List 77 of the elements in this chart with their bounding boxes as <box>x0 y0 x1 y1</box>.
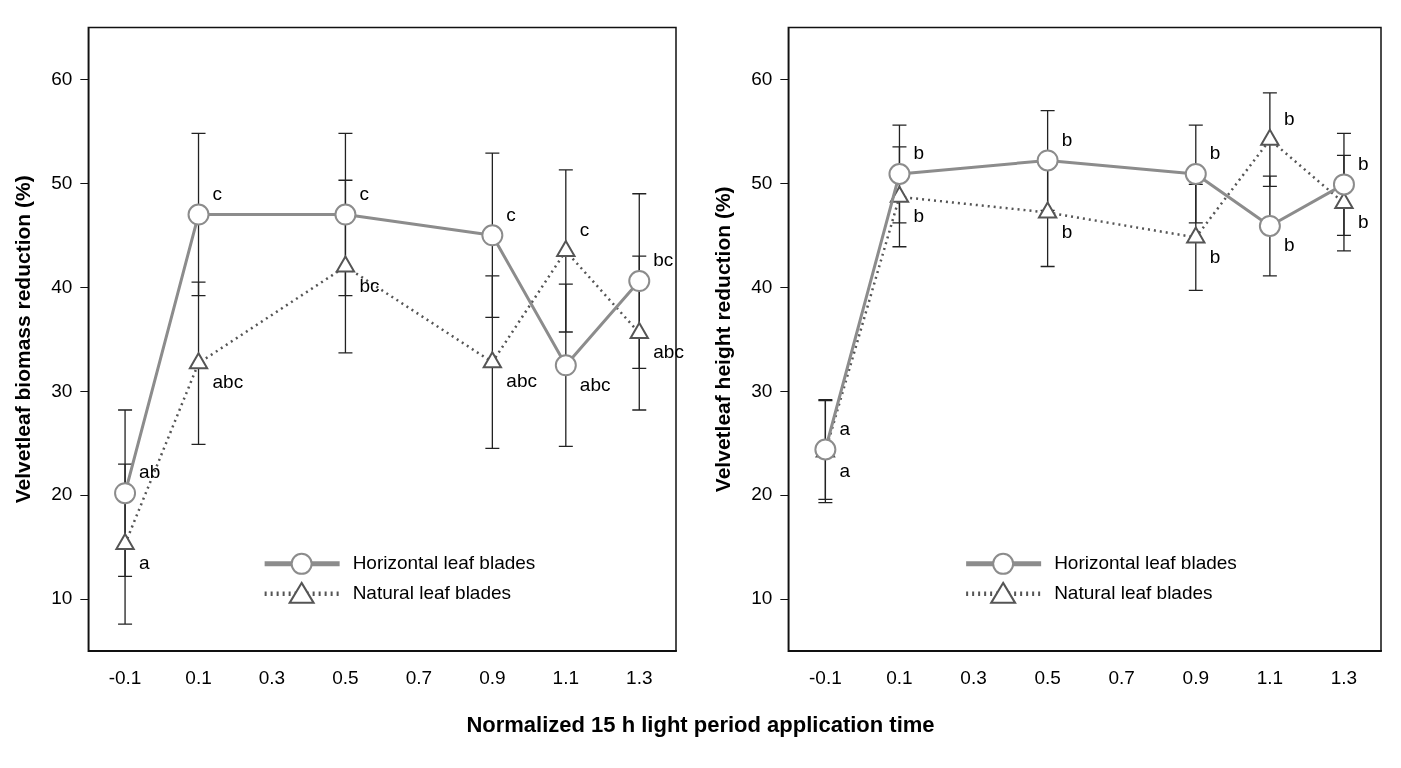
annotation: abc <box>579 373 611 395</box>
legend-label: Horizontal leaf blades <box>352 552 536 574</box>
point <box>1186 226 1206 244</box>
annotation: b <box>1357 152 1369 174</box>
point <box>1036 149 1059 172</box>
y-tick-label: 60 <box>51 67 73 89</box>
point <box>481 224 504 247</box>
annotation: a <box>839 417 851 439</box>
annotation: b <box>913 142 925 164</box>
y-axis-title: Velvetleaf biomass reduction (%) <box>11 175 35 504</box>
x-tick-label: 0.5 <box>1034 666 1061 688</box>
x-tick-label: 0.9 <box>479 666 506 688</box>
point <box>1332 173 1355 196</box>
x-tick-label: -0.1 <box>108 666 142 688</box>
y-tick-label: 60 <box>751 67 773 89</box>
annotation: abc <box>212 371 244 393</box>
point <box>1184 162 1207 185</box>
y-tick-label: 20 <box>751 483 773 505</box>
annotation: b <box>1283 107 1295 129</box>
point <box>188 352 209 370</box>
point <box>482 351 503 369</box>
annotation: b <box>913 205 925 227</box>
y-tick-label: 30 <box>751 379 773 401</box>
point <box>888 162 911 185</box>
annotation: b <box>1209 245 1221 267</box>
x-axis-title: Normalized 15 h light period application time <box>465 712 936 738</box>
annotation: ab <box>139 461 161 483</box>
point <box>628 270 651 293</box>
point <box>1037 201 1058 219</box>
legend-label: Horizontal leaf blades <box>1054 552 1237 574</box>
legend-label: Natural leaf blades <box>352 582 512 604</box>
annotation: bc <box>359 274 380 296</box>
y-tick-label: 30 <box>51 379 73 401</box>
x-tick-label: 0.7 <box>405 666 433 688</box>
y-tick-label: 10 <box>751 587 773 609</box>
annotation: b <box>1209 142 1221 164</box>
y-tick-label: 20 <box>51 483 73 505</box>
x-tick-label: 0.3 <box>258 666 286 688</box>
x-tick-label: 0.3 <box>960 666 987 688</box>
point <box>1260 128 1280 146</box>
y-tick-label: 40 <box>751 275 773 297</box>
x-tick-label: 0.5 <box>332 666 359 688</box>
annotation: c <box>579 219 590 241</box>
annotation: b <box>1061 128 1073 150</box>
point <box>1258 214 1281 237</box>
x-tick-label: 0.1 <box>886 666 913 688</box>
x-tick-label: 0.7 <box>1108 666 1135 688</box>
x-tick-label: 0.1 <box>185 666 212 688</box>
x-tick-label: 1.1 <box>552 666 580 688</box>
point <box>187 203 210 226</box>
annotation: a <box>139 552 151 574</box>
point <box>629 322 649 340</box>
y-tick-label: 40 <box>51 275 73 297</box>
x-tick-label: 1.3 <box>1330 666 1358 688</box>
annotation: c <box>212 182 223 204</box>
x-tick-label: 0.9 <box>1182 666 1209 688</box>
y-axis-title: Velvetleaf height reduction (%) <box>711 186 735 493</box>
point <box>334 203 357 226</box>
y-tick-label: 10 <box>51 587 73 609</box>
point <box>889 185 910 203</box>
annotation: c <box>359 182 369 204</box>
x-tick-label: 1.1 <box>1256 666 1284 688</box>
annotation: c <box>506 203 516 225</box>
point <box>554 354 577 377</box>
annotation: b <box>1061 220 1073 242</box>
point <box>1334 192 1354 210</box>
annotation: b <box>1357 211 1369 233</box>
x-tick-label: -0.1 <box>809 666 842 688</box>
y-tick-label: 50 <box>51 171 73 193</box>
x-tick-label: 1.3 <box>626 666 653 688</box>
point <box>115 533 135 551</box>
legend-label: Natural leaf blades <box>1054 582 1213 604</box>
annotation: b <box>1283 234 1295 256</box>
annotation: bc <box>653 249 674 271</box>
y-tick-label: 50 <box>751 171 773 193</box>
annotation: abc <box>506 370 537 392</box>
annotation: a <box>839 459 851 481</box>
